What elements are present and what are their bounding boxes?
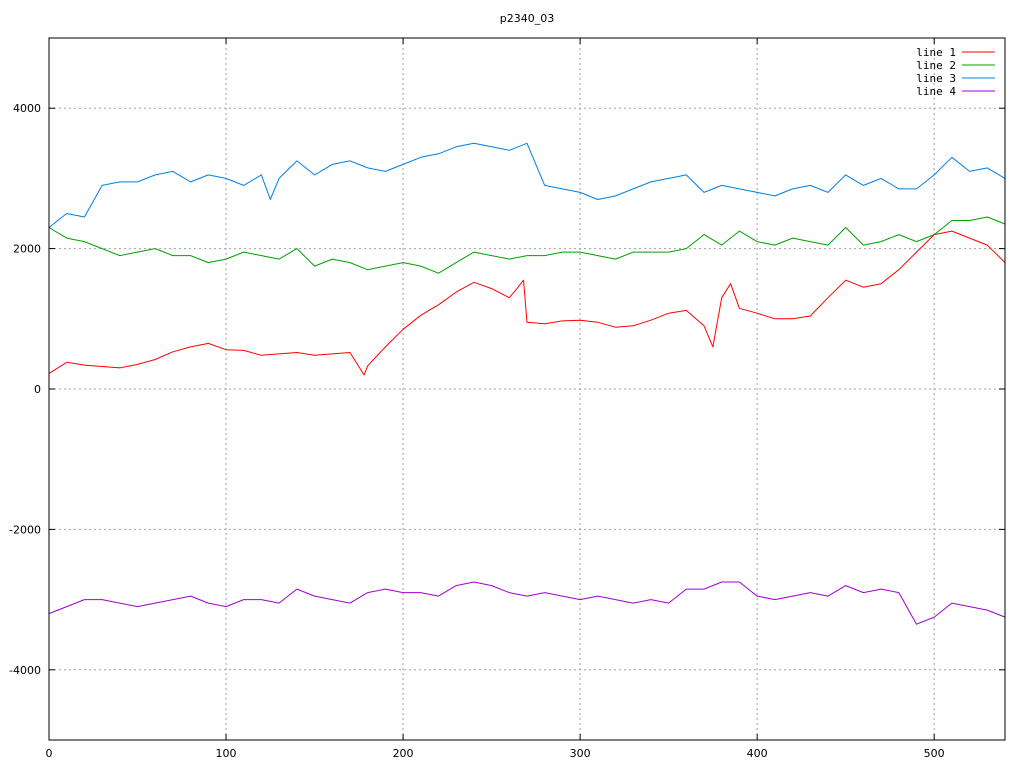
legend-label-4: line 4	[916, 85, 956, 98]
series-lines	[48, 142, 1006, 625]
y-tick-label: -2000	[9, 523, 41, 536]
legend-label-1: line 1	[916, 46, 956, 59]
x-tick-label: 400	[747, 747, 768, 760]
series-line-4	[48, 581, 1006, 625]
tick-labels: 0 100 200 300 400 500 -4000 -2000 0 2000 4000	[9, 102, 945, 760]
x-tick-label: 300	[570, 747, 591, 760]
series-line-3	[48, 142, 1006, 228]
x-tick-label: 200	[393, 747, 414, 760]
chart-title: p2340_03	[500, 12, 554, 25]
grid	[49, 38, 1005, 740]
axis-ticks	[48, 38, 1005, 740]
y-tick-label: 0	[34, 383, 41, 396]
series-line-1	[48, 230, 1006, 376]
legend-label-2: line 2	[916, 59, 956, 72]
x-tick-label: 100	[216, 747, 237, 760]
y-tick-label: 2000	[13, 243, 41, 256]
y-tick-label: -4000	[9, 664, 41, 677]
x-tick-label: 0	[46, 747, 53, 760]
series-line-2	[48, 216, 1006, 274]
legend-label-3: line 3	[916, 72, 956, 85]
y-tick-label: 4000	[13, 102, 41, 115]
x-tick-label: 500	[924, 747, 945, 760]
